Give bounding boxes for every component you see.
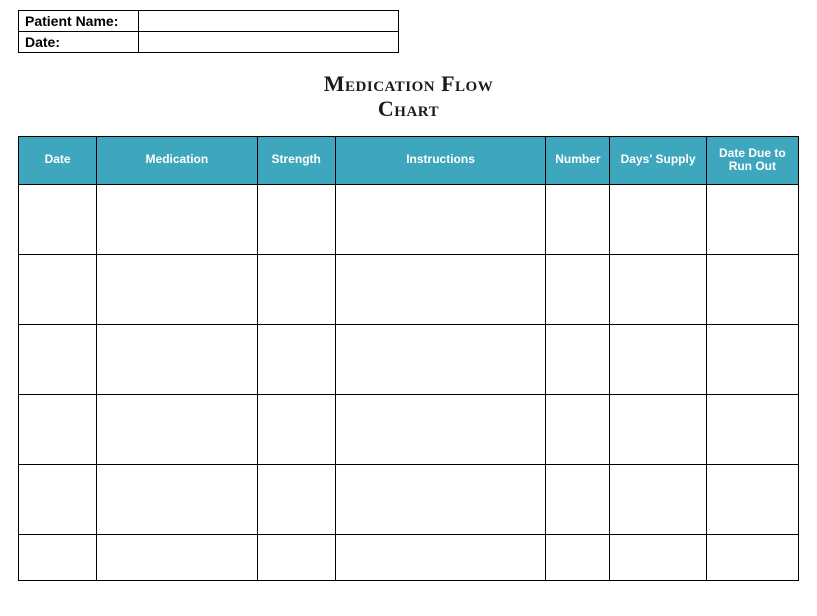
- table-cell[interactable]: [706, 395, 798, 465]
- table-cell[interactable]: [19, 255, 97, 325]
- table-cell[interactable]: [610, 535, 706, 581]
- table-cell[interactable]: [335, 535, 546, 581]
- table-cell[interactable]: [546, 325, 610, 395]
- table-cell[interactable]: [335, 255, 546, 325]
- table-cell[interactable]: [97, 325, 257, 395]
- title-line-1: Medication Flow: [18, 71, 799, 96]
- table-cell[interactable]: [19, 395, 97, 465]
- table-cell[interactable]: [546, 395, 610, 465]
- table-cell[interactable]: [257, 395, 335, 465]
- col-header-2: Strength: [257, 136, 335, 185]
- col-header-6: Date Due to Run Out: [706, 136, 798, 185]
- table-cell[interactable]: [706, 465, 798, 535]
- table-cell[interactable]: [257, 185, 335, 255]
- table-cell[interactable]: [97, 255, 257, 325]
- table-cell[interactable]: [19, 185, 97, 255]
- table-cell[interactable]: [97, 465, 257, 535]
- table-cell[interactable]: [706, 325, 798, 395]
- table-cell[interactable]: [610, 325, 706, 395]
- table-cell[interactable]: [546, 465, 610, 535]
- table-row: [19, 535, 799, 581]
- table-cell[interactable]: [335, 395, 546, 465]
- col-header-0: Date: [19, 136, 97, 185]
- patient-name-value[interactable]: [139, 11, 399, 32]
- table-cell[interactable]: [546, 185, 610, 255]
- patient-date-value[interactable]: [139, 32, 399, 53]
- table-cell[interactable]: [257, 325, 335, 395]
- table-cell[interactable]: [610, 185, 706, 255]
- medication-table: DateMedicationStrengthInstructionsNumber…: [18, 136, 799, 582]
- table-row: [19, 395, 799, 465]
- table-cell[interactable]: [97, 185, 257, 255]
- table-cell[interactable]: [706, 255, 798, 325]
- table-cell[interactable]: [610, 395, 706, 465]
- table-cell[interactable]: [19, 535, 97, 581]
- table-cell[interactable]: [257, 255, 335, 325]
- table-row: [19, 465, 799, 535]
- page-title: Medication Flow Chart: [18, 71, 799, 122]
- table-row: [19, 325, 799, 395]
- table-cell[interactable]: [335, 185, 546, 255]
- table-cell[interactable]: [546, 535, 610, 581]
- table-cell[interactable]: [257, 465, 335, 535]
- table-cell[interactable]: [257, 535, 335, 581]
- patient-name-label: Patient Name:: [19, 11, 139, 32]
- patient-date-label: Date:: [19, 32, 139, 53]
- title-line-2: Chart: [18, 96, 799, 121]
- col-header-4: Number: [546, 136, 610, 185]
- table-header-row: DateMedicationStrengthInstructionsNumber…: [19, 136, 799, 185]
- table-cell[interactable]: [706, 535, 798, 581]
- table-row: [19, 185, 799, 255]
- col-header-5: Days' Supply: [610, 136, 706, 185]
- table-cell[interactable]: [335, 325, 546, 395]
- table-cell[interactable]: [706, 185, 798, 255]
- col-header-1: Medication: [97, 136, 257, 185]
- table-cell[interactable]: [335, 465, 546, 535]
- table-cell[interactable]: [546, 255, 610, 325]
- col-header-3: Instructions: [335, 136, 546, 185]
- table-cell[interactable]: [610, 465, 706, 535]
- table-cell[interactable]: [97, 395, 257, 465]
- table-cell[interactable]: [19, 325, 97, 395]
- table-cell[interactable]: [19, 465, 97, 535]
- table-cell[interactable]: [610, 255, 706, 325]
- patient-info-box: Patient Name: Date:: [18, 10, 399, 53]
- table-row: [19, 255, 799, 325]
- table-cell[interactable]: [97, 535, 257, 581]
